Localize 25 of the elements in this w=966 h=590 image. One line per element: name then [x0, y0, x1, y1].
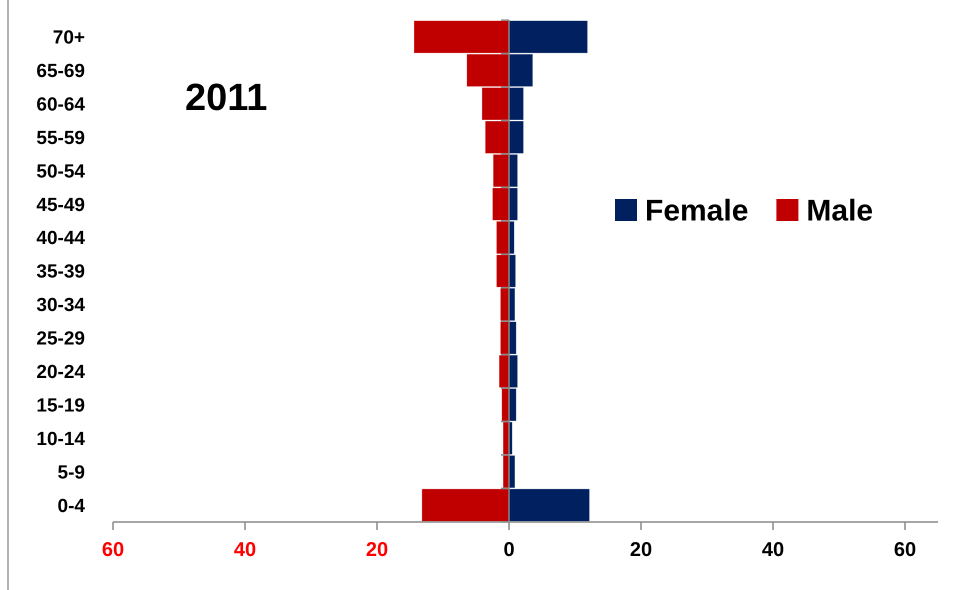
y-tick-label: 10-14 — [36, 428, 86, 450]
x-tick-label: 40 — [762, 539, 784, 562]
y-tick-label: 0-4 — [58, 496, 86, 517]
y-tick-label: 40-44 — [36, 228, 86, 250]
x-tick-label: 60 — [102, 539, 124, 562]
y-tick-label: 5-9 — [58, 462, 85, 484]
text: 2011 — [185, 77, 268, 119]
y-tick-label: 30-34 — [36, 295, 86, 316]
y-tick-label: 15-19 — [36, 395, 85, 416]
x-tick-label: 0 — [503, 539, 515, 562]
y-tick-label: 20-24 — [36, 362, 86, 383]
legend-label: Female — [645, 194, 748, 228]
x-tick-label: 20 — [630, 539, 652, 562]
y-tick-label: 70+ — [52, 28, 85, 49]
y-tick-label: 45-49 — [36, 194, 85, 216]
x-tick-label: 40 — [234, 539, 256, 562]
y-tick-label: 60-64 — [36, 94, 86, 116]
x-tick-label: 60 — [894, 539, 916, 562]
y-tick-label: 50-54 — [36, 161, 86, 182]
legend-label: Male — [806, 194, 874, 228]
y-tick-label: 25-29 — [36, 328, 85, 350]
x-tick-label: 20 — [366, 539, 388, 562]
y-tick-label: 65-69 — [36, 60, 85, 82]
y-tick-label: 35-39 — [36, 262, 85, 283]
y-tick-label: 55-59 — [36, 128, 85, 149]
